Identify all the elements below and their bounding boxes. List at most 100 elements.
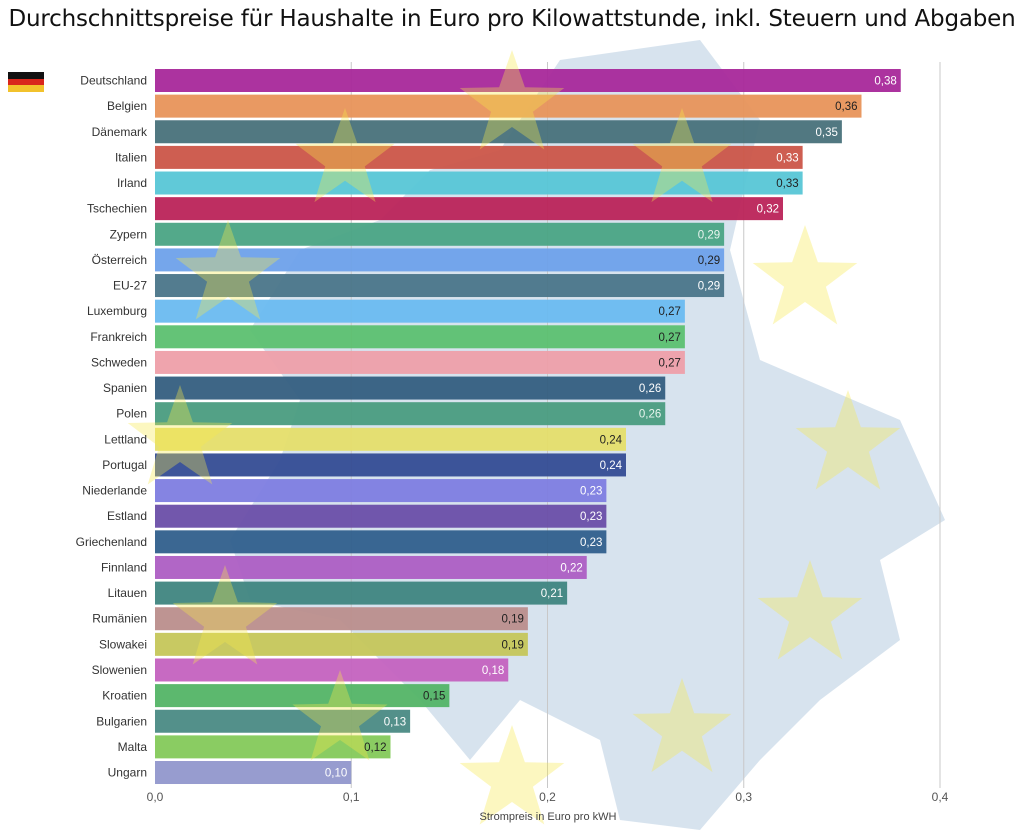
x-tick-label: 0,3 (735, 790, 752, 804)
bar (155, 376, 666, 400)
value-label: 0,12 (364, 742, 386, 754)
value-label: 0,38 (874, 76, 896, 88)
bar (155, 197, 783, 221)
bar (155, 530, 607, 554)
category-label: Finnland (101, 560, 147, 574)
category-label: Malta (118, 740, 148, 754)
star-icon (295, 108, 395, 203)
category-label: Italien (115, 150, 147, 164)
bar (155, 274, 725, 298)
value-label: 0,36 (835, 101, 857, 113)
star-icon (292, 670, 388, 761)
bar (155, 453, 626, 477)
bar (155, 120, 842, 144)
category-label: Spanien (103, 381, 147, 395)
value-label: 0,19 (501, 639, 523, 651)
bar (155, 555, 587, 579)
category-label: EU-27 (113, 279, 147, 293)
category-label: Griechenland (76, 535, 147, 549)
category-label: Lettland (104, 432, 147, 446)
value-label: 0,19 (501, 614, 523, 626)
value-label: 0,29 (698, 229, 720, 241)
star-icon (459, 725, 565, 825)
star-icon (127, 385, 233, 485)
x-tick-label: 0,4 (932, 790, 949, 804)
bar (155, 581, 568, 605)
value-label: 0,29 (698, 281, 720, 293)
x-axis-label: Strompreis in Euro pro kWH (480, 811, 617, 823)
bar (155, 632, 528, 656)
value-label: 0,32 (757, 204, 779, 216)
bar (155, 94, 862, 118)
x-tick-label: 0,1 (343, 790, 360, 804)
value-label: 0,33 (776, 178, 798, 190)
bar (155, 761, 352, 785)
bars (155, 69, 901, 785)
category-label: Estland (107, 509, 147, 523)
star-icon (795, 390, 901, 490)
star-icon (752, 225, 858, 325)
category-label: Bulgarien (96, 714, 147, 728)
x-tick-label: 0,0 (147, 790, 164, 804)
category-label: Belgien (107, 99, 147, 113)
category-label: Slowakei (99, 637, 147, 651)
bar (155, 658, 509, 682)
category-label: Portugal (102, 458, 147, 472)
value-label: 0,35 (815, 127, 837, 139)
bar (155, 325, 685, 349)
value-label: 0,13 (384, 716, 406, 728)
category-label: Frankreich (90, 330, 147, 344)
category-label: Luxemburg (87, 304, 147, 318)
category-label: Irland (117, 176, 147, 190)
bar (155, 479, 607, 503)
category-label: Polen (116, 407, 147, 421)
germany-flag-icon (8, 72, 44, 92)
value-label: 0,23 (580, 537, 602, 549)
bar (155, 735, 391, 759)
category-label: Deutschland (80, 74, 147, 88)
category-label: Tschechien (87, 202, 147, 216)
value-label: 0,22 (560, 562, 582, 574)
category-label: Zypern (110, 227, 147, 241)
category-label: Kroatien (102, 689, 147, 703)
bar (155, 69, 901, 92)
value-label: 0,24 (600, 434, 623, 446)
star-icon (459, 50, 565, 150)
value-label: 0,26 (639, 409, 661, 421)
bar (155, 145, 803, 169)
bar (155, 299, 685, 323)
value-label: 0,21 (541, 588, 563, 600)
x-tick-label: 0,2 (539, 790, 556, 804)
bar (155, 684, 450, 708)
value-label: 0,18 (482, 665, 504, 677)
category-label: Rumänien (92, 612, 147, 626)
category-label: Litauen (108, 586, 147, 600)
bar (155, 171, 803, 195)
star-icon (172, 565, 278, 665)
category-label: Niederlande (82, 484, 147, 498)
bar (155, 427, 626, 451)
star-icon (175, 220, 281, 320)
value-label: 0,27 (658, 357, 680, 369)
chart-title: Durchschnittspreise für Haushalte in Eur… (8, 6, 1016, 32)
star-icon (757, 560, 863, 660)
bar (155, 607, 528, 631)
bar (155, 350, 685, 374)
category-label: Schweden (91, 355, 147, 369)
bar (155, 402, 666, 426)
value-label: 0,15 (423, 691, 445, 703)
bar (155, 709, 411, 733)
bar (155, 248, 725, 272)
value-label: 0,33 (776, 152, 798, 164)
category-label: Ungarn (108, 766, 147, 780)
bar (155, 504, 607, 528)
value-label: 0,10 (325, 768, 347, 780)
value-label: 0,23 (580, 511, 602, 523)
category-label: Slowenien (92, 663, 147, 677)
value-label: 0,27 (658, 332, 680, 344)
eu-stars-background (127, 50, 901, 825)
category-label: Dänemark (92, 125, 148, 139)
star-icon (632, 678, 732, 773)
value-label: 0,23 (580, 486, 602, 498)
